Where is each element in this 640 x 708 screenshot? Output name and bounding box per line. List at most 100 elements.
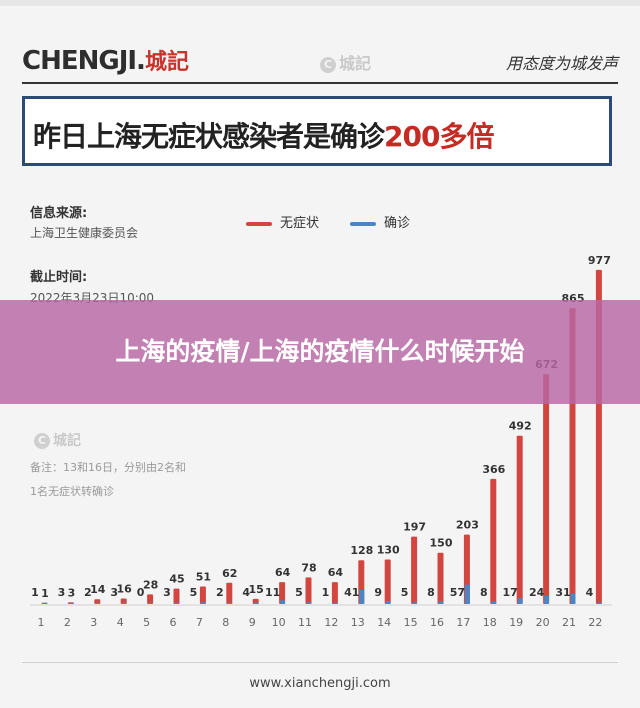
bar-asymptomatic <box>95 602 101 604</box>
value-label-bottom: 5 <box>295 586 303 599</box>
x-tick-label: 20 <box>536 616 550 629</box>
value-label-bottom: 24 <box>529 586 545 599</box>
bar-asymptomatic <box>306 602 312 604</box>
bar-confirmed <box>199 586 206 604</box>
value-label-top: 366 <box>482 463 505 476</box>
bar-confirmed <box>331 582 338 604</box>
x-tick-label: 13 <box>351 616 365 629</box>
watermark-middle: C 城記 <box>34 430 81 450</box>
bar-confirmed <box>120 598 127 604</box>
headline-prefix: 昨日上海无症状感染者是确诊 <box>33 120 385 153</box>
value-label-bottom: 2 <box>216 586 224 599</box>
watermark-text: 城記 <box>53 433 81 449</box>
headline-box: 昨日上海无症状感染者是确诊200多倍 <box>22 96 612 166</box>
bar-asymptomatic <box>332 602 338 604</box>
bar-confirmed <box>173 588 180 604</box>
bar-asymptomatic <box>412 602 418 604</box>
banner-title: 上海的疫情/上海的疫情什么时候开始 <box>115 337 525 366</box>
value-label-top: 78 <box>301 561 316 574</box>
x-tick-label: 19 <box>509 616 523 629</box>
x-tick-label: 14 <box>377 616 391 629</box>
header-divider <box>22 82 618 84</box>
source-label: 信息来源: <box>30 206 88 221</box>
bar-asymptomatic <box>385 600 391 604</box>
slogan: 用态度为城发声 <box>505 54 618 73</box>
brand-latin: CHENGJI. <box>22 46 146 76</box>
bar-asymptomatic <box>200 602 206 604</box>
value-label-top: 197 <box>403 521 426 534</box>
value-label-bottom: 1 <box>322 586 330 599</box>
x-tick-label: 4 <box>117 616 124 629</box>
value-label-bottom: 5 <box>401 586 409 599</box>
value-label-top: 45 <box>169 573 184 586</box>
x-tick-label: 12 <box>324 616 338 629</box>
bar-asymptomatic <box>517 598 523 604</box>
x-tick-label: 2 <box>64 616 71 629</box>
bar-asymptomatic <box>121 602 127 604</box>
bar-confirmed <box>516 435 523 604</box>
x-tick-label: 18 <box>483 616 497 629</box>
bar-asymptomatic <box>464 584 470 604</box>
value-label-bottom: 57 <box>450 586 465 599</box>
x-tick-label: 3 <box>90 616 97 629</box>
bar-confirmed <box>279 582 286 604</box>
headline: 昨日上海无症状感染者是确诊200多倍 <box>33 115 494 155</box>
note-line-2: 1名无症状转确诊 <box>30 485 114 498</box>
bar-confirmed <box>490 478 497 604</box>
x-tick-label: 10 <box>272 616 286 629</box>
value-label-bottom: 1 <box>31 586 39 599</box>
watermark-logo-icon: C <box>320 56 336 73</box>
legend-label-asymptomatic: 无症状 <box>280 216 320 231</box>
legend-swatch-red <box>246 221 272 226</box>
watermark-logo-icon: C <box>34 433 50 449</box>
value-label-top: 130 <box>377 544 400 557</box>
x-tick-label: 9 <box>249 616 256 629</box>
bar-asymptomatic <box>491 601 497 604</box>
bar-confirmed <box>305 577 312 604</box>
legend-swatch-blue <box>350 221 376 226</box>
bar-asymptomatic <box>253 602 259 604</box>
bar-asymptomatic <box>174 602 180 604</box>
title-banner: 上海的疫情/上海的疫情什么时候开始 <box>0 300 640 404</box>
value-label-bottom: 9 <box>374 586 382 599</box>
value-label-bottom: 2 <box>84 586 92 599</box>
bar-asymptomatic <box>42 602 48 604</box>
value-label-top: 15 <box>249 583 264 596</box>
x-tick-label: 22 <box>588 616 602 629</box>
bar-asymptomatic <box>438 601 444 604</box>
x-tick-label: 5 <box>143 616 150 629</box>
x-tick-label: 16 <box>430 616 444 629</box>
value-label-top: 203 <box>456 519 479 532</box>
value-label-top: 128 <box>350 544 373 557</box>
value-label-bottom: 0 <box>137 586 145 599</box>
value-label-bottom: 17 <box>503 586 518 599</box>
value-label-top: 492 <box>509 420 532 433</box>
value-label-bottom: 11 <box>265 586 280 599</box>
x-tick-label: 7 <box>196 616 203 629</box>
legend-asymptomatic: 无症状 <box>246 212 319 231</box>
value-label-top: 62 <box>222 567 237 580</box>
value-label-top: 3 <box>68 586 76 599</box>
value-label-top: 150 <box>430 537 453 550</box>
bar-confirmed <box>543 374 550 604</box>
bar-asymptomatic <box>68 602 74 604</box>
footer-divider <box>22 662 618 663</box>
x-tick-label: 11 <box>298 616 312 629</box>
bar-asymptomatic <box>596 602 602 604</box>
value-label-bottom: 3 <box>110 586 118 599</box>
value-label-bottom: 4 <box>242 586 250 599</box>
brand-logo: CHENGJI.城記 <box>22 44 189 76</box>
bar-asymptomatic <box>148 602 154 604</box>
source-value: 上海卫生健康委员会 <box>30 226 139 240</box>
bar-asymptomatic <box>227 602 233 604</box>
legend-confirmed: 确诊 <box>350 212 410 231</box>
headline-highlight: 200多倍 <box>384 120 494 153</box>
x-tick-label: 17 <box>456 616 470 629</box>
bar-confirmed <box>226 582 233 604</box>
value-label-top: 1 <box>41 587 49 600</box>
value-label-bottom: 3 <box>58 586 66 599</box>
x-tick-label: 1 <box>38 616 45 629</box>
value-label-top: 28 <box>143 578 158 591</box>
